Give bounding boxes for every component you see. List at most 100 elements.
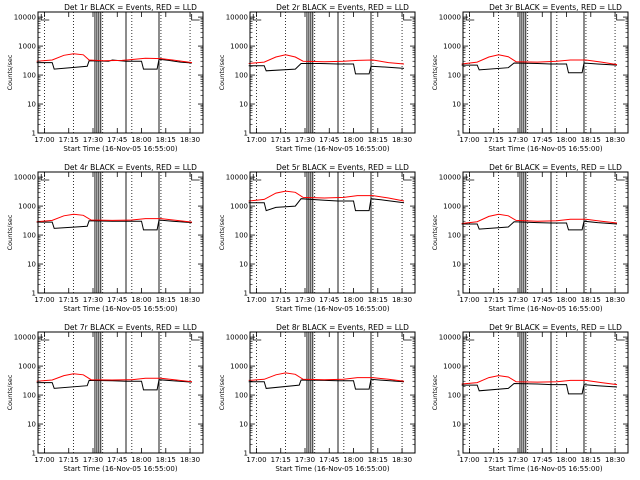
x-tick-label: 18:15 <box>156 136 176 144</box>
corner-marker <box>40 174 50 181</box>
lld-series-line <box>36 373 193 383</box>
x-tick-label: 18:15 <box>368 296 388 304</box>
y-tick-label: 1000 <box>18 43 36 51</box>
y-axis-label: Counts/sec <box>431 214 439 250</box>
y-tick-label: 100 <box>235 72 248 80</box>
x-tick-label: 18:00 <box>556 136 576 144</box>
x-tick-label: 17:00 <box>459 456 479 464</box>
y-axis-label: Counts/sec <box>6 54 14 90</box>
y-tick-label: 10 <box>239 261 248 269</box>
panel-title: Det 8r BLACK = Events, RED = LLD <box>276 323 409 332</box>
x-tick-label: 18:15 <box>156 456 176 464</box>
x-tick-label: 17:15 <box>59 296 79 304</box>
lld-series-line <box>461 54 618 66</box>
panel-2: Det 2r BLACK = Events, RED = LLD 1 10 100 10… <box>218 3 416 153</box>
y-tick-label: 10000 <box>14 334 36 342</box>
panel-1: Det 1r BLACK = Events, RED = LLD 1 10 100 10… <box>6 3 204 153</box>
y-tick-label: 1000 <box>18 203 36 211</box>
x-tick-label: 18:30 <box>605 456 625 464</box>
x-axis-label: Start Time (16-Nov-05 16:55:00) <box>488 465 602 473</box>
x-tick-label: 17:45 <box>107 296 127 304</box>
panel-4: Det 4r BLACK = Events, RED = LLD 1 10 100 10… <box>6 163 204 313</box>
x-tick-label: 17:45 <box>532 456 552 464</box>
y-tick-label: 100 <box>448 392 461 400</box>
plot-frame <box>37 171 204 294</box>
x-tick-label: 17:30 <box>508 456 528 464</box>
x-axis-label: Start Time (16-Nov-05 16:55:00) <box>488 305 602 313</box>
x-tick-label: 18:00 <box>131 136 151 144</box>
panel-title: Det 7r BLACK = Events, RED = LLD <box>64 323 197 332</box>
y-tick-label: 1 <box>32 290 36 298</box>
y-tick-label: 100 <box>235 232 248 240</box>
x-tick-label: 17:45 <box>107 136 127 144</box>
plot-frame <box>249 11 416 134</box>
panel-9: Det 9r BLACK = Events, RED = LLD 1 10 100 10… <box>431 323 629 473</box>
events-series-line <box>36 219 193 231</box>
y-axis-label: Counts/sec <box>431 54 439 90</box>
y-tick-label: 10 <box>452 101 461 109</box>
events-series-line <box>248 63 405 75</box>
corner-marker <box>191 334 200 341</box>
x-tick-label: 17:30 <box>295 456 315 464</box>
corner-marker <box>252 334 262 341</box>
x-tick-label: 17:45 <box>107 456 127 464</box>
x-tick-label: 18:30 <box>180 136 200 144</box>
x-tick-label: 17:30 <box>295 296 315 304</box>
panel-3: Det 3r BLACK = Events, RED = LLD 1 10 100 10… <box>431 3 629 153</box>
x-tick-label: 17:15 <box>59 456 79 464</box>
x-tick-label: 18:00 <box>556 296 576 304</box>
x-tick-label: 17:00 <box>34 136 54 144</box>
x-tick-label: 17:15 <box>59 136 79 144</box>
plot-frame <box>462 331 629 454</box>
y-tick-label: 10000 <box>439 14 461 22</box>
x-axis-label: Start Time (16-Nov-05 16:55:00) <box>488 145 602 153</box>
x-tick-label: 18:15 <box>581 136 601 144</box>
y-axis-label: Counts/sec <box>431 374 439 410</box>
lld-series-line <box>36 213 193 223</box>
corner-marker <box>616 334 625 341</box>
y-tick-label: 10 <box>239 101 248 109</box>
events-series-line <box>461 62 618 74</box>
y-tick-label: 1000 <box>230 363 248 371</box>
x-tick-label: 18:30 <box>180 296 200 304</box>
x-tick-label: 17:30 <box>83 136 103 144</box>
y-tick-label: 100 <box>23 392 36 400</box>
x-tick-label: 17:30 <box>83 296 103 304</box>
y-axis-label: Counts/sec <box>218 374 226 410</box>
lld-series-line <box>248 54 405 65</box>
events-series-line <box>461 382 618 395</box>
x-tick-label: 18:00 <box>343 296 363 304</box>
y-axis-label: Counts/sec <box>218 54 226 90</box>
y-tick-label: 1 <box>244 290 248 298</box>
x-tick-label: 17:30 <box>508 136 528 144</box>
y-tick-label: 10 <box>27 261 36 269</box>
y-tick-label: 10000 <box>226 334 248 342</box>
x-tick-label: 17:15 <box>484 456 504 464</box>
x-tick-label: 18:30 <box>605 296 625 304</box>
x-tick-label: 18:15 <box>581 456 601 464</box>
panel-title: Det 4r BLACK = Events, RED = LLD <box>64 163 197 172</box>
x-axis-label: Start Time (16-Nov-05 16:55:00) <box>63 465 177 473</box>
corner-marker <box>191 14 200 21</box>
y-tick-label: 100 <box>23 72 36 80</box>
y-tick-label: 10000 <box>439 334 461 342</box>
y-tick-label: 1 <box>32 130 36 138</box>
corner-marker <box>616 174 625 181</box>
x-tick-label: 18:00 <box>343 136 363 144</box>
y-tick-label: 10 <box>452 421 461 429</box>
y-tick-label: 10 <box>27 421 36 429</box>
corner-marker <box>252 174 262 181</box>
x-tick-label: 17:15 <box>484 296 504 304</box>
plot-frame <box>462 171 629 294</box>
y-tick-label: 100 <box>235 392 248 400</box>
x-tick-label: 17:45 <box>319 456 339 464</box>
y-tick-label: 100 <box>448 232 461 240</box>
x-tick-label: 17:15 <box>271 456 291 464</box>
lld-series-line <box>248 372 405 382</box>
panel-8: Det 8r BLACK = Events, RED = LLD 1 10 100 10… <box>218 323 416 473</box>
x-tick-label: 17:00 <box>34 296 54 304</box>
events-series-line <box>248 198 405 212</box>
y-tick-label: 1000 <box>18 363 36 371</box>
y-tick-label: 1000 <box>230 203 248 211</box>
